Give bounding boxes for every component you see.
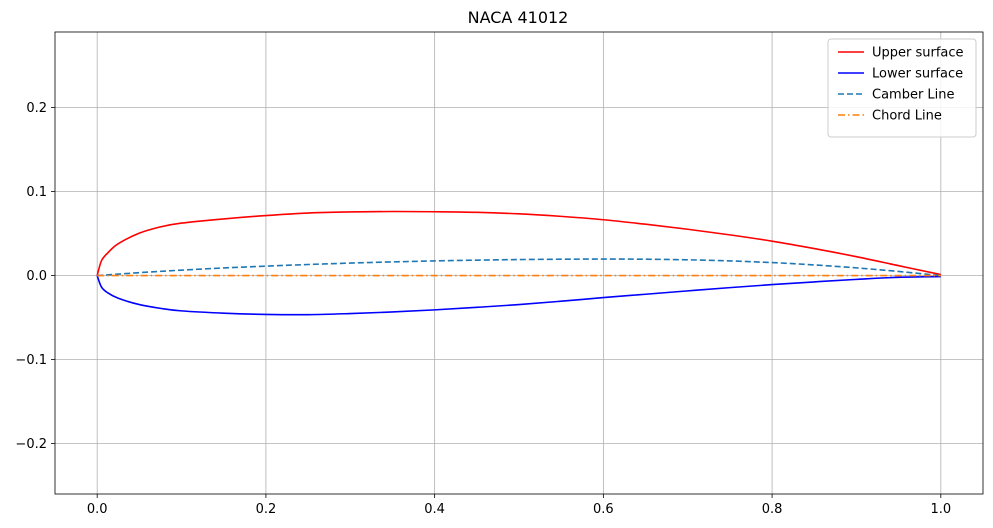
legend-label: Lower surface [872,67,963,82]
axes-frame [54,31,984,495]
legend-label: Chord Line [872,109,942,124]
y-tick-label: −0.1 [15,353,47,368]
y-tick-label: −0.2 [15,437,47,452]
lower-surface-line [96,275,941,316]
axis-ticks: 0.0 0.2 0.4 0.6 0.8 1.0 −0.2 −0.1 0.0 0.1 0.2 [15,101,951,517]
chart-title: NACA 41012 [468,8,569,27]
legend-label: Upper surface [872,46,964,61]
legend: Upper surface Lower surface Camber Line Cho… [827,38,977,138]
x-tick-label: 0.6 [593,502,614,517]
x-tick-label: 0.0 [87,502,108,517]
x-tick-label: 0.2 [256,502,277,517]
x-tick-label: 0.8 [762,502,783,517]
legend-label: Camber Line [872,88,955,103]
camber-line [97,258,941,277]
y-tick-label: 0.0 [26,269,47,284]
x-tick-label: 1.0 [930,502,951,517]
legend-box [827,38,977,138]
y-tick-label: 0.2 [26,101,47,116]
y-tick-label: 0.1 [26,185,47,200]
x-tick-label: 0.4 [424,502,445,517]
plot-lines [96,210,941,316]
upper-surface-line [96,210,941,276]
